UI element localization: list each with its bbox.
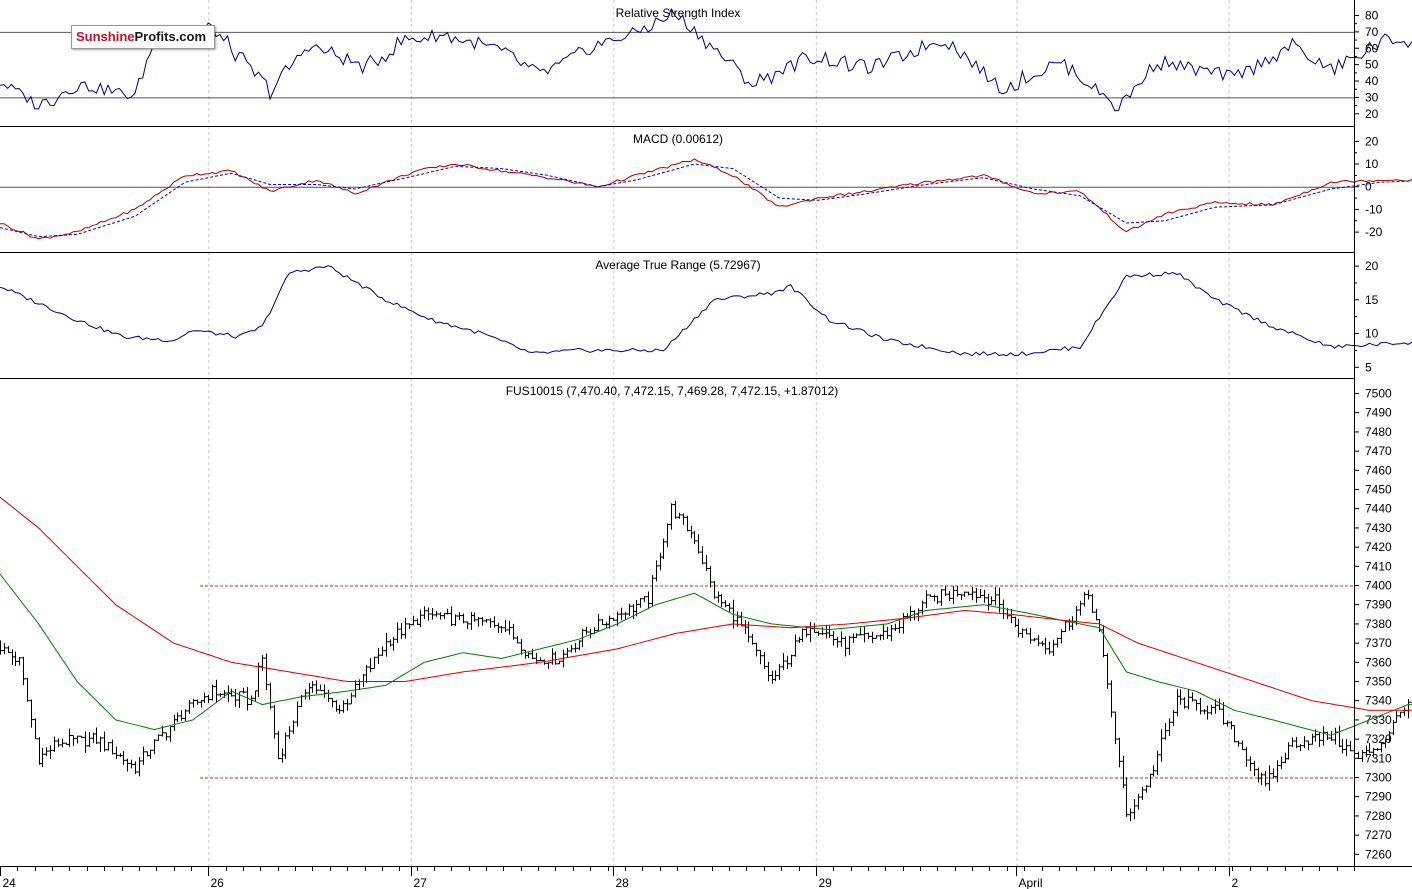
y-tick-label: 50 [1365,58,1379,72]
ma_long-line [0,496,1412,711]
y-tick-label: 7500 [1365,387,1392,401]
y-tick-label: 7370 [1365,636,1392,650]
y-tick-label: 0 [1365,180,1372,194]
x-tick-label: 27 [414,876,428,889]
y-tick-label: 7280 [1365,809,1392,823]
y-tick-label: 40 [1365,74,1379,88]
y-tick-label: 7450 [1365,483,1392,497]
y-tick-label: 7440 [1365,502,1392,516]
y-tick-label: 7360 [1365,655,1392,669]
y-tick-label: 20 [1365,134,1379,148]
y-tick-label: 7460 [1365,463,1392,477]
y-tick-label: 10 [1365,157,1379,171]
y-tick-label: 30 [1365,90,1379,104]
rsi-line [0,7,1412,112]
y-tick-label: 7350 [1365,675,1392,689]
x-tick-label: 28 [616,876,630,889]
y-tick-label: 7260 [1365,847,1392,861]
y-tick-label: 70 [1365,25,1379,39]
y-tick-label: 7300 [1365,771,1392,785]
y-tick-label: 7400 [1365,579,1392,593]
macd-line [0,158,1412,240]
y-tick-label: 7330 [1365,713,1392,727]
y-tick-label: 7270 [1365,828,1392,842]
signal-line [0,163,1412,238]
y-tick-label: 80 [1365,8,1379,22]
x-tick-label: 24 [3,876,17,889]
logo-part-profits: Profits.com [134,29,207,44]
y-tick-label: 10 [1365,327,1379,341]
x-tick-label: April [1019,876,1043,889]
y-tick-label: 7390 [1365,598,1392,612]
y-tick-label: -10 [1365,202,1383,216]
panel-title: FUS10015 (7,470.40, 7,472.15, 7,469.28, … [506,384,839,398]
ma_short-line [0,573,1412,736]
y-tick-label: 7480 [1365,425,1392,439]
y-tick-label: 7340 [1365,694,1392,708]
y-tick-label: 7430 [1365,521,1392,535]
panel-title: MACD (0.00612) [633,132,723,146]
y-tick-label: 5 [1365,360,1372,374]
logo-part-sunshine: Sunshine [76,29,135,44]
y-tick-label: 7380 [1365,617,1392,631]
y-tick-label: 7410 [1365,559,1392,573]
panel-title: Relative Strength Index [616,6,741,20]
y-tick-label: -20 [1365,225,1383,239]
y-tick-label: 20 [1365,107,1379,121]
y-tick-label: 15 [1365,293,1379,307]
y-tick-label: 7420 [1365,540,1392,554]
y-tick-label: 7490 [1365,406,1392,420]
x-tick-label: 26 [211,876,225,889]
y-tick-label: 7310 [1365,751,1392,765]
y-tick-label: 7470 [1365,444,1392,458]
y-tick-label: 20 [1365,259,1379,273]
atr-line [0,265,1412,357]
x-tick-label: 29 [819,876,833,889]
y-tick-label: 7290 [1365,790,1392,804]
x-tick-label: 2 [1232,876,1239,889]
panel-title: Average True Range (5.72967) [595,258,760,272]
sunshine-profits-logo[interactable]: SunshineProfits.com [71,25,216,49]
